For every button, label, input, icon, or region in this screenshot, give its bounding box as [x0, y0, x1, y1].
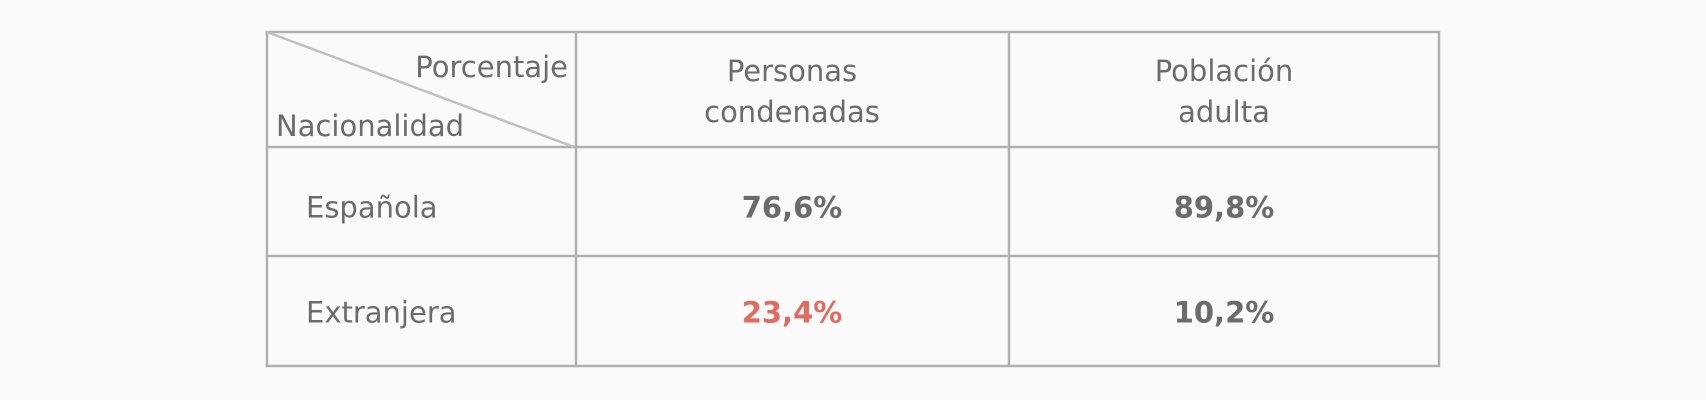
column-header: Población adulta [1154, 54, 1294, 129]
cell-value: 10,2% [1173, 295, 1275, 330]
corner-diagonal [266, 30, 575, 149]
corner-top: Porcentaje [415, 50, 568, 84]
corner-bottom: Nacionalidad [276, 109, 465, 143]
cell-value: 23,4% [741, 295, 843, 330]
cell-value: 76,6% [741, 190, 843, 225]
cell-value: 89,8% [1173, 190, 1275, 225]
row-label: Española [306, 190, 438, 225]
row-label: Extranjera [306, 295, 457, 330]
table-border [265, 30, 1441, 368]
column-header: Personas condenadas [704, 54, 880, 129]
